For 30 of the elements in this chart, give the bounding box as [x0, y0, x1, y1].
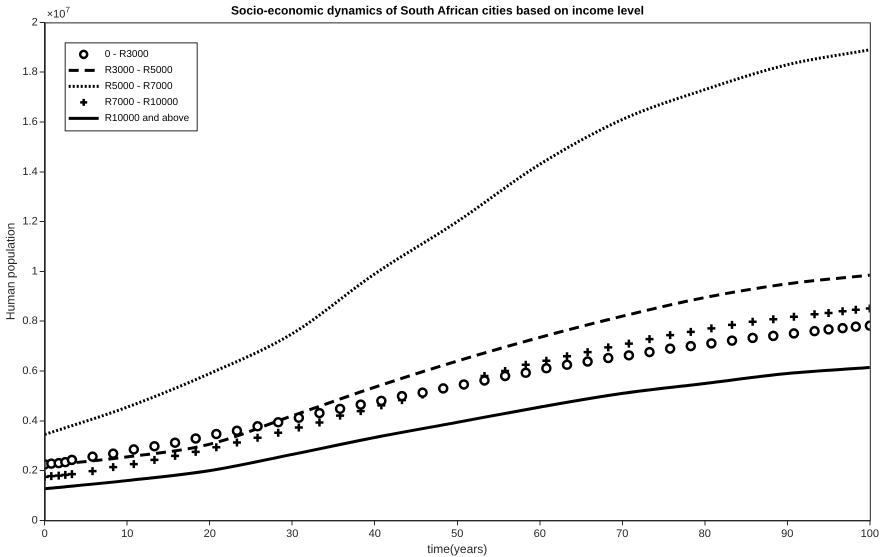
legend-label: R10000 and above: [104, 113, 190, 124]
x-tick-label: 80: [698, 528, 711, 540]
legend-label: R7000 - R10000: [104, 97, 179, 108]
x-tick-label: 40: [368, 528, 381, 540]
x-tick-label: 90: [781, 528, 794, 540]
y-tick-label: 1: [32, 265, 38, 278]
legend-label: 0 - R3000: [104, 49, 150, 60]
x-tick-label: 30: [286, 528, 298, 540]
y-tick-label: 0.8: [22, 315, 38, 328]
x-tick-label: 50: [451, 528, 464, 540]
x-tick-label: 0: [42, 528, 48, 540]
x-tick-label: 100: [860, 528, 880, 540]
x-axis-title: time(years): [427, 542, 488, 556]
x-tick-label: 10: [121, 528, 134, 540]
y-tick-label: 0.4: [22, 414, 38, 427]
legend-label: R5000 - R7000: [104, 81, 173, 92]
y-tick-label: 1.8: [22, 66, 38, 78]
x-tick-label: 60: [534, 528, 546, 540]
x-tick-label: 20: [204, 528, 216, 540]
x-tick-label: 70: [616, 528, 628, 540]
y-axis-title: Human population: [4, 222, 18, 320]
y-tick-label: 1.4: [22, 166, 38, 178]
y-tick-label: 2: [32, 16, 38, 28]
y-tick-label: 0.6: [22, 365, 38, 378]
chart-title: Socio-economic dynamics of South African cities based on income level: [231, 4, 644, 18]
y-tick-label: 0: [32, 514, 38, 526]
y-tick-label: 1.6: [22, 116, 38, 128]
y-tick-label: 0.2: [22, 464, 38, 477]
y-tick-label: 1.2: [22, 216, 38, 228]
legend-label: R3000 - R5000: [104, 65, 173, 76]
